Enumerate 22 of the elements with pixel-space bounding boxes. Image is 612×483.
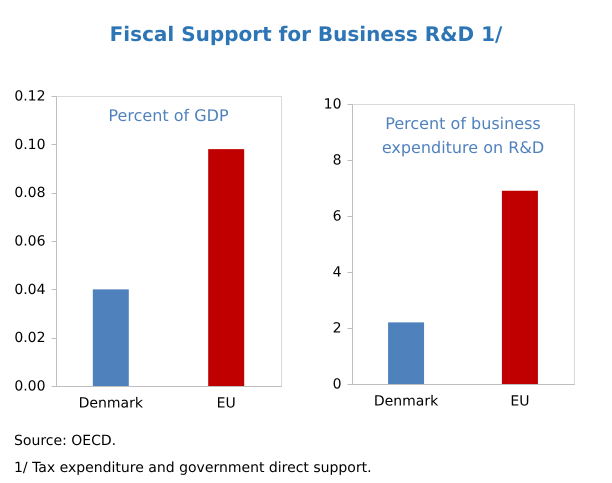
x-tick-label: EU (216, 396, 236, 412)
y-tick-label: 0 (332, 376, 342, 392)
y-tick-label: 8 (332, 152, 342, 168)
y-tick-label: 0.10 (14, 136, 46, 153)
y-tick-label: 0.04 (14, 282, 46, 298)
chart-title: Fiscal Support for Business R&D 1/ (108, 22, 504, 46)
text: Percent of business expenditure on R&D (382, 114, 544, 157)
y-tick-label: 2 (332, 320, 342, 336)
y-tick-label: 10 (324, 96, 342, 112)
y-tick-label: 0.00 (14, 378, 46, 394)
y-tick-label: 0.06 (14, 234, 46, 250)
y-tick-label: 0.02 (14, 330, 46, 346)
y-tick-label: 0.12 (14, 88, 46, 104)
y-tick-label: 0.08 (14, 185, 46, 202)
y-tick-label: 4 (332, 264, 342, 280)
y-tick-label: 6 (332, 208, 342, 224)
text: Percent of GDP (108, 106, 229, 125)
source-note: Source: OECD. (14, 432, 118, 451)
text: 1/ Tax expenditure and government direct support. (14, 459, 372, 478)
x-tick-label: Denmark (78, 396, 144, 412)
x-tick-label: EU (510, 394, 530, 410)
x-tick-label: Denmark (374, 394, 440, 410)
